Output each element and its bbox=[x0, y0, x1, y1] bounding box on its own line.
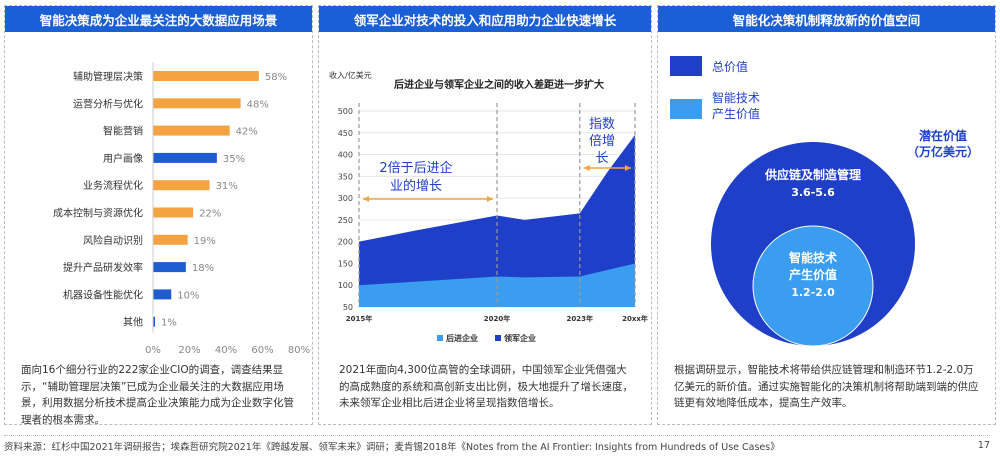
x-tick-label: 20xx年 bbox=[622, 314, 648, 323]
inner-circle-value: 1.2-2.0 bbox=[791, 286, 835, 299]
page-number: 17 bbox=[977, 440, 990, 451]
category-label: 智能营销 bbox=[103, 125, 143, 138]
annotation-exp-line1: 指数 bbox=[589, 117, 615, 132]
category-label: 提升产品研发效率 bbox=[63, 261, 143, 274]
bar-value-label: 58% bbox=[265, 72, 287, 83]
bar bbox=[153, 262, 186, 273]
bar-value-label: 22% bbox=[199, 209, 221, 220]
bar bbox=[153, 180, 210, 191]
x-tick-label: 2023年 bbox=[567, 314, 593, 323]
x-tick-label: 0% bbox=[145, 345, 161, 356]
x-tick-label: 20% bbox=[178, 345, 200, 356]
bar-value-label: 48% bbox=[247, 99, 269, 110]
annotation-exp-line2: 倍增 bbox=[589, 134, 615, 149]
legend-label: 领军企业 bbox=[504, 333, 536, 343]
legend-ai-swatch bbox=[670, 99, 702, 119]
inner-circle-label-2: 产生价值 bbox=[789, 267, 837, 282]
category-label: 用户画像 bbox=[103, 152, 143, 165]
y-tick-label: 200 bbox=[338, 238, 353, 247]
bar bbox=[153, 71, 259, 81]
bar-value-label: 10% bbox=[177, 290, 199, 301]
y-tick-label: 450 bbox=[338, 129, 353, 138]
bar-value-label: 19% bbox=[194, 236, 216, 247]
x-tick-label: 2015年 bbox=[346, 314, 372, 323]
annotation-2x-line1: 2倍于后进企 bbox=[379, 160, 452, 176]
category-label: 运营分析与优化 bbox=[73, 97, 143, 110]
panel2-description: 2021年面向4,300位高管的全球调研，中国领军企业凭借强大的高成熟度的系统和… bbox=[339, 364, 633, 409]
bar bbox=[153, 125, 230, 136]
y-axis-label: 收入/亿美元 bbox=[329, 70, 372, 80]
potential-value-label-1: 潜在价值 bbox=[919, 128, 967, 143]
y-tick-label: 250 bbox=[338, 216, 353, 225]
panel3-description: 根据调研显示，智能技术将带给供应链管理和制造环节1.2-2.0万亿美元的新价值。… bbox=[674, 364, 979, 409]
category-label: 业务流程优化 bbox=[83, 179, 143, 192]
y-tick-label: 500 bbox=[338, 107, 353, 116]
bar-value-label: 18% bbox=[192, 263, 214, 274]
legend-swatch bbox=[495, 335, 501, 341]
x-tick-label: 80% bbox=[288, 345, 310, 356]
scenario-bar-chart: 辅助管理层决策 58% 运营分析与优化 48% 智能营销 42% 用户画像 35% 业务流程优化… bbox=[53, 62, 310, 356]
x-tick-label: 60% bbox=[251, 345, 273, 356]
bar-value-label: 31% bbox=[216, 181, 238, 192]
legend-total-swatch bbox=[670, 56, 702, 76]
panel-cio-survey: 智能决策成为企业最关注的大数据应用场景 辅助管理层决策 58% 运营分析与优化 48%… bbox=[4, 5, 313, 426]
bar-value-label: 42% bbox=[236, 127, 258, 138]
bar-value-label: 35% bbox=[223, 154, 245, 165]
panel2-title: 领军企业对技术的投入和应用助力企业快速增长 bbox=[319, 6, 651, 32]
bar bbox=[153, 316, 155, 327]
category-label: 辅助管理层决策 bbox=[73, 70, 143, 83]
legend-label: 后进企业 bbox=[446, 333, 478, 343]
page-footer: 资料来源：红杉中国2021年调研报告；埃森哲研究院2021年《跨越发展、领军未来… bbox=[4, 435, 990, 455]
x-tick-label: 40% bbox=[215, 345, 237, 356]
annotation-exp-line3: 长 bbox=[595, 151, 608, 166]
legend-total-label: 总价值 bbox=[712, 59, 748, 74]
panel3-title: 智能化决策机制释放新的价值空间 bbox=[658, 6, 995, 32]
panel-leader-growth: 领军企业对技术的投入和应用助力企业快速增长 收入/亿美元后进企业与领军企业之间的… bbox=[318, 5, 652, 425]
value-circles-diagram: 总价值 智能技术 产生价值 潜在价值 （万亿美元） 供应链及制造管理 3.6-5… bbox=[670, 56, 979, 347]
category-label: 其他 bbox=[123, 316, 143, 329]
x-tick-label: 2020年 bbox=[484, 314, 510, 323]
bar bbox=[153, 289, 172, 300]
panel1-title: 智能决策成为企业最关注的大数据应用场景 bbox=[5, 6, 312, 32]
legend-ai-label-2: 产生价值 bbox=[712, 106, 760, 121]
panel1-description: 面向16个细分行业的222家企业CIO的调查，调查结果显示，“辅助管理层决策”已… bbox=[21, 364, 294, 426]
legend-ai-label-1: 智能技术 bbox=[712, 90, 760, 105]
bar bbox=[153, 234, 188, 245]
y-tick-label: 300 bbox=[338, 194, 353, 203]
potential-value-label-2: （万亿美元） bbox=[907, 144, 979, 159]
panel-value-space: 智能化决策机制释放新的价值空间 总价值 智能技术 产生价值 潜在价值 （万亿美元… bbox=[657, 5, 996, 425]
ai-value-circle bbox=[752, 225, 874, 347]
y-tick-label: 100 bbox=[338, 281, 353, 290]
y-tick-label: 150 bbox=[338, 259, 353, 268]
annotation-2x-line2: 业的增长 bbox=[390, 178, 442, 194]
series-area-leader bbox=[359, 134, 635, 307]
inner-circle-label-1: 智能技术 bbox=[788, 250, 837, 265]
bar bbox=[153, 152, 217, 163]
source-note: 资料来源：红杉中国2021年调研报告；埃森哲研究院2021年《跨越发展、领军未来… bbox=[4, 441, 780, 453]
chart-title: 后进企业与领军企业之间的收入差距进一步扩大 bbox=[394, 78, 604, 91]
legend-swatch bbox=[437, 335, 443, 341]
outer-circle-label: 供应链及制造管理 bbox=[764, 167, 861, 182]
y-tick-label: 350 bbox=[338, 172, 353, 181]
category-label: 风险自动识别 bbox=[83, 234, 143, 247]
category-label: 机器设备性能优化 bbox=[63, 288, 143, 301]
y-tick-label: 50 bbox=[343, 303, 353, 312]
bar bbox=[153, 207, 194, 218]
outer-circle-value: 3.6-5.6 bbox=[791, 186, 835, 199]
y-tick-label: 400 bbox=[338, 151, 353, 160]
bar-value-label: 1% bbox=[161, 318, 177, 329]
bar bbox=[153, 98, 241, 109]
category-label: 成本控制与资源优化 bbox=[53, 207, 143, 220]
